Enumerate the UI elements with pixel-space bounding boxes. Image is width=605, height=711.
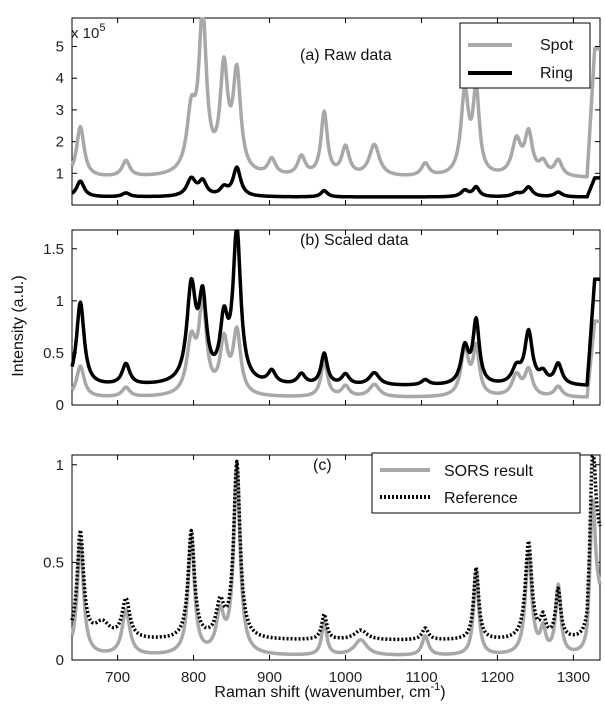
panel-c-legend: SORS result Reference xyxy=(371,452,581,514)
panel-c-title: (c) xyxy=(313,457,332,474)
series-line-spot xyxy=(70,17,601,179)
legend-label-ring: Ring xyxy=(540,65,573,82)
y-tick-label: 2 xyxy=(56,134,64,151)
x-tick-label: 1100 xyxy=(405,669,437,686)
legend-box xyxy=(459,22,591,89)
legend-label-reference: Reference xyxy=(444,490,518,507)
panel-b: (b) Scaled data Intensity (a.u.) 0 0.5 1 1.… xyxy=(10,229,601,414)
x-tick-label: 700 xyxy=(105,669,130,686)
panel-c-axes: 0 0.5 1 700 800 900 1000 1100 1200 1300 xyxy=(43,454,601,686)
panel-a-title: (a) Raw data xyxy=(300,47,392,64)
panel-a-axes: 1 2 3 4 5 xyxy=(56,17,601,206)
legend-label-spot: Spot xyxy=(540,37,573,54)
axes-box xyxy=(71,454,601,661)
panel-a-lines xyxy=(70,17,601,199)
x-tick-label: 1300 xyxy=(557,669,590,686)
axes-box xyxy=(71,17,601,206)
y-tick-label: 0 xyxy=(56,397,64,414)
panel-b-lines xyxy=(70,229,601,399)
panel-c-lines xyxy=(70,454,602,657)
y-tick-label: 5 xyxy=(56,39,64,56)
series-line-reference xyxy=(70,454,602,642)
y-tick-label: 0 xyxy=(56,652,64,669)
series-line-sors-result xyxy=(70,463,602,657)
axes-box xyxy=(71,229,601,406)
y-tick-label: 0.5 xyxy=(43,554,64,571)
series-line-ring xyxy=(71,165,601,199)
series-line-spot xyxy=(70,294,601,399)
panel-c: (c) 0 0.5 1 700 800 900 1000 1100 1200 1300 SORS … xyxy=(43,452,602,701)
x-axis-label: Raman shift (wavenumber, cm-1) xyxy=(214,681,445,701)
y-tick-label: 3 xyxy=(56,102,64,119)
y-tick-label: 1 xyxy=(56,293,64,310)
x-tick-label: 800 xyxy=(181,669,206,686)
y-multiplier: x 105 xyxy=(71,22,105,42)
x-tick-label: 1200 xyxy=(481,669,514,686)
y-axis-label: Intensity (a.u.) xyxy=(10,275,27,376)
y-tick-label: 1.5 xyxy=(43,241,64,258)
y-tick-label: 4 xyxy=(56,70,64,87)
panel-b-title: (b) Scaled data xyxy=(300,232,409,249)
panel-a: x 105 (a) Raw data 1 2 3 4 5 Spot Ring xyxy=(56,17,601,206)
y-tick-label: 0.5 xyxy=(43,345,64,362)
y-tick-label: 1 xyxy=(56,457,64,474)
x-tick-label: 1000 xyxy=(329,669,362,686)
panel-a-legend: Spot Ring xyxy=(459,22,591,89)
y-tick-label: 1 xyxy=(56,165,64,182)
panel-b-axes: 0 0.5 1 1.5 xyxy=(43,229,601,414)
series-line-ring xyxy=(70,229,601,387)
legend-box xyxy=(371,452,581,514)
x-tick-label: 900 xyxy=(257,669,282,686)
legend-label-sors: SORS result xyxy=(444,463,533,480)
